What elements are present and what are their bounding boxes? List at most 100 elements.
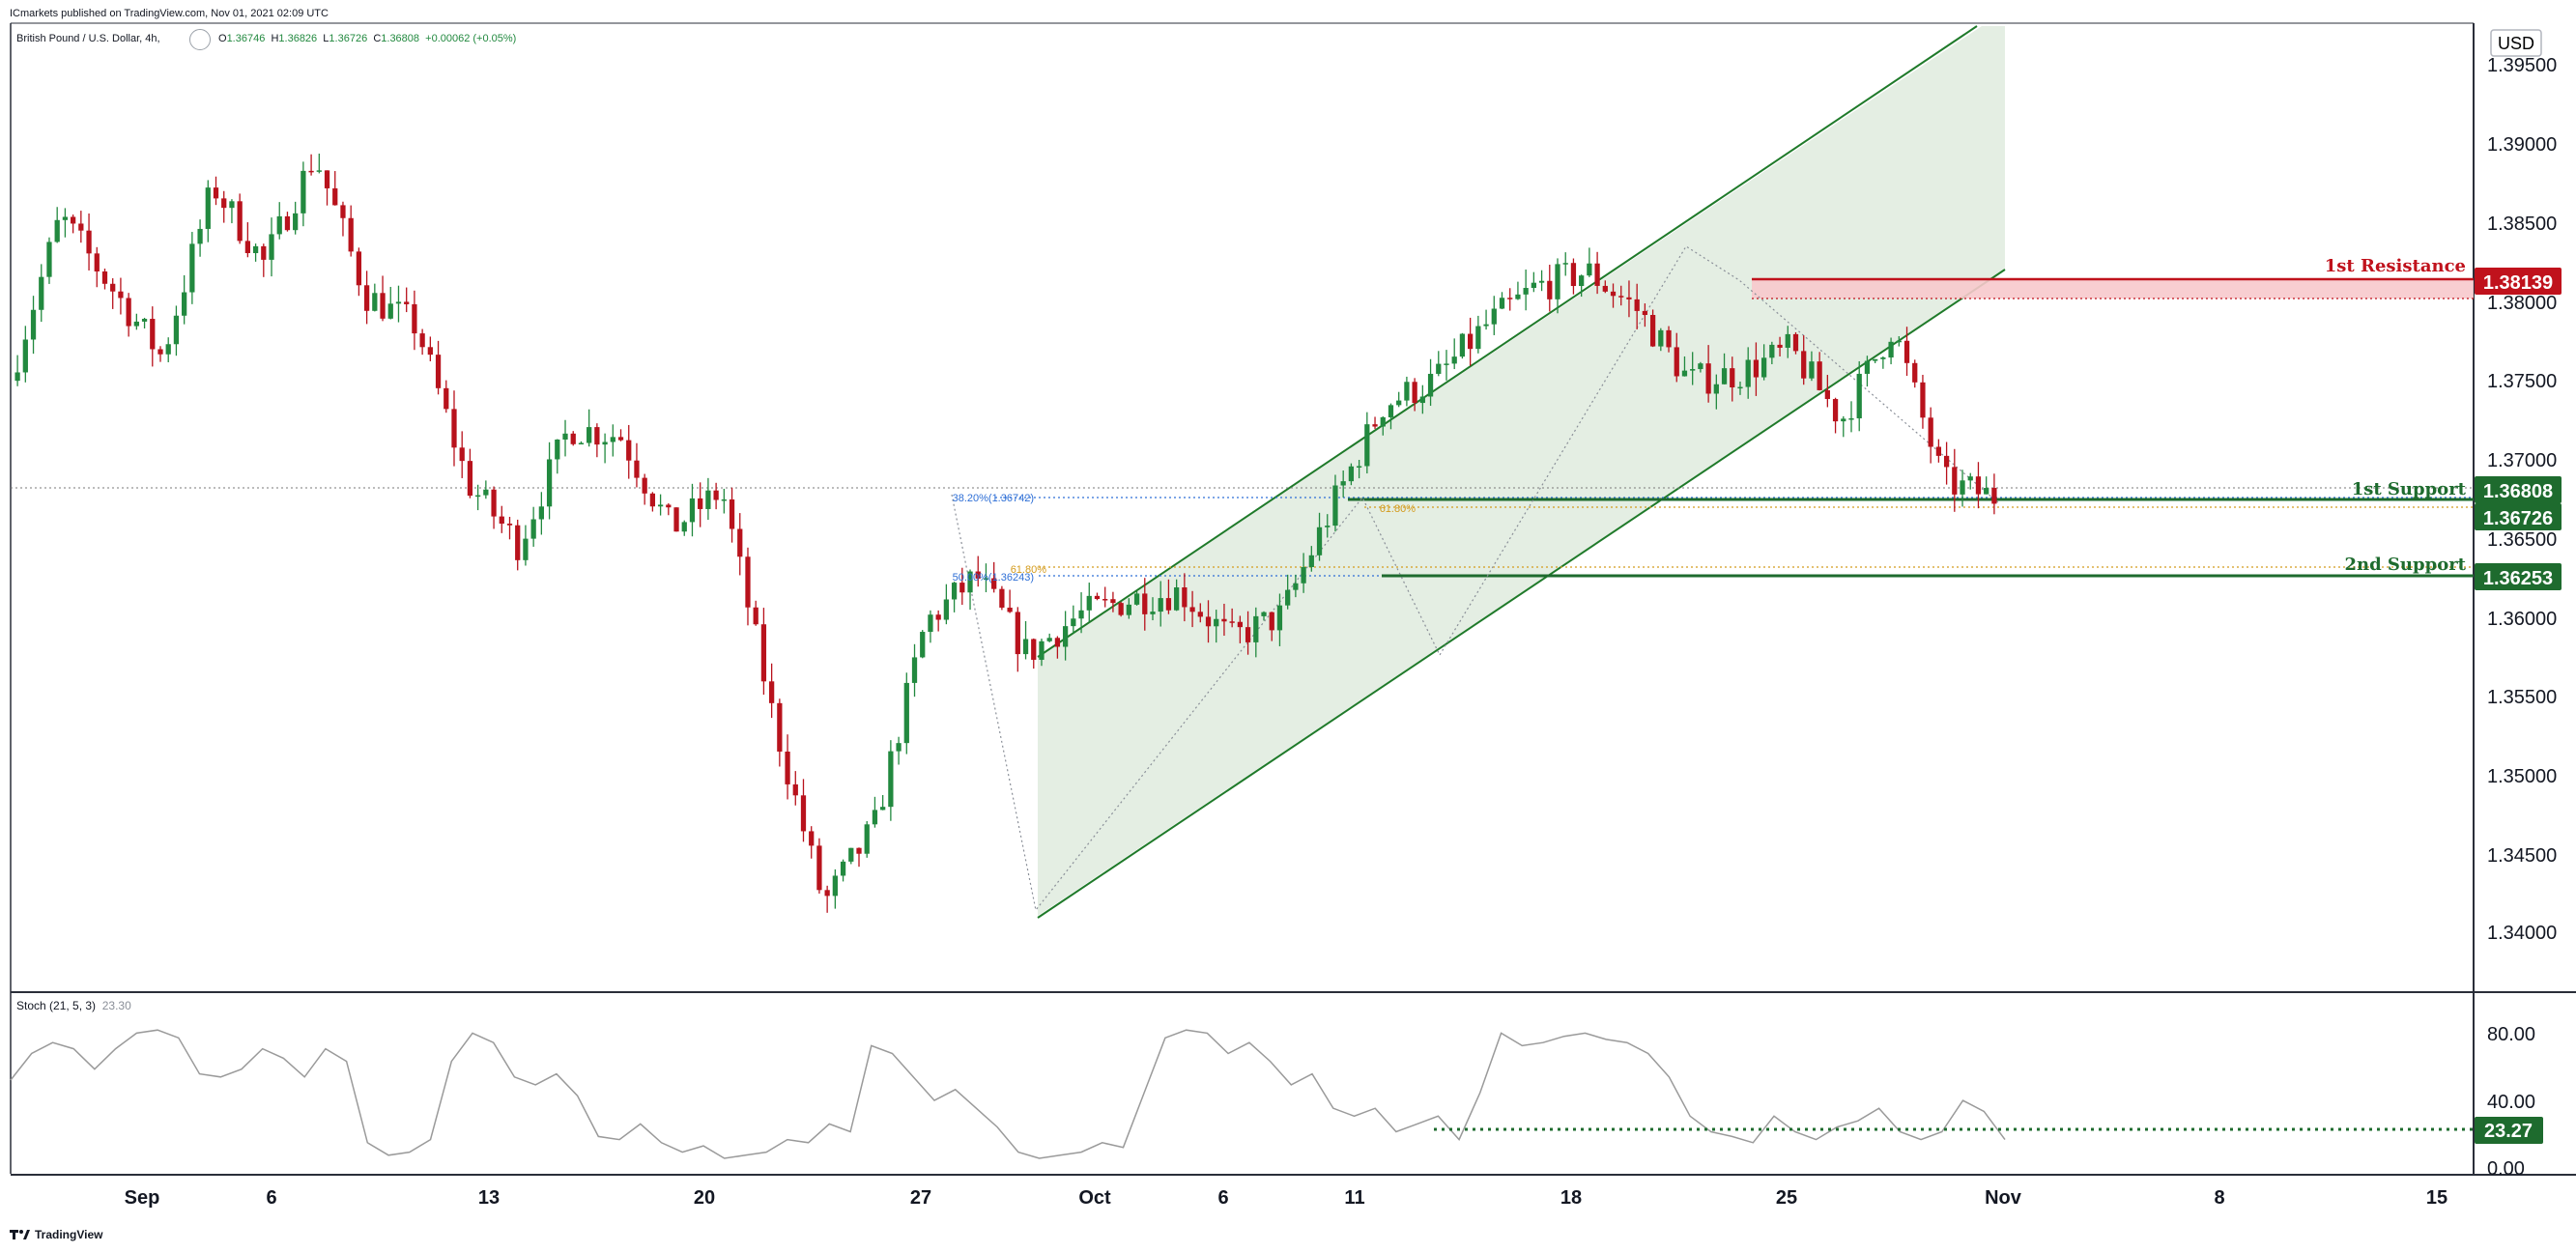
candle-body [1610, 291, 1617, 297]
candle-body [1626, 297, 1632, 299]
y-tick: 1.34000 [2487, 923, 2557, 944]
candle-body [1419, 396, 1425, 404]
symbol-info[interactable]: British Pound / U.S. Dollar, 4h, [16, 33, 160, 44]
time-axis-labels: Sep 6 13 20 27 Oct 6 11 18 25 Nov 8 15 [125, 1187, 2447, 1209]
candle-body [1507, 298, 1513, 299]
support-1-price: 1.36726 [2483, 508, 2553, 529]
candle-body [626, 440, 632, 461]
currency-box[interactable] [2490, 29, 2542, 57]
candle-body [1721, 368, 1728, 384]
candle-body [1984, 488, 1989, 495]
candle-body [1848, 418, 1854, 420]
candle-body [1856, 373, 1862, 419]
fib-500-label: 50.00%(1.36243) [953, 572, 1034, 584]
candle-body [1562, 263, 1568, 265]
candle-body [1777, 344, 1783, 348]
candle-body [1086, 595, 1092, 611]
x-tick: 8 [2214, 1187, 2224, 1209]
candle-body [276, 215, 282, 235]
candle-body [229, 201, 235, 209]
support-2-name: 2nd Support [2344, 555, 2466, 575]
candle-body [1253, 615, 1259, 642]
candle-body [308, 170, 314, 173]
candle-body [1380, 416, 1386, 427]
candle-body [1133, 593, 1140, 605]
candle-body [427, 347, 433, 356]
candle-body [1094, 595, 1101, 600]
resistance-1-name: 1st Resistance [2325, 256, 2466, 276]
candle-body [737, 528, 743, 557]
candle-body [1444, 363, 1449, 365]
candle-body [395, 301, 402, 304]
candle-body [1165, 598, 1172, 611]
candle-body [1555, 264, 1560, 299]
candle-body [1054, 638, 1061, 647]
candle-body [141, 319, 148, 322]
candle-body [459, 447, 465, 462]
y-tick: 1.37000 [2487, 450, 2557, 471]
candle-body [1602, 285, 1608, 292]
channel-upper-line[interactable] [1037, 25, 1978, 658]
candle-body [1841, 418, 1846, 422]
candle-body [1229, 621, 1235, 623]
stoch-tick-0: 0.00 [2487, 1158, 2525, 1180]
candle-body [205, 187, 211, 229]
candle-body [768, 681, 775, 703]
candle-body [1293, 583, 1299, 590]
candle-body [1261, 612, 1267, 616]
candle-body [150, 319, 156, 350]
low-value: 1.36726 [329, 33, 368, 44]
candle-body [1903, 340, 1910, 363]
x-tick: 25 [1776, 1187, 1797, 1209]
close-value: 1.36808 [381, 33, 420, 44]
candle-body [555, 439, 560, 460]
candle-body [1912, 362, 1918, 383]
candle-body [1666, 329, 1672, 348]
candle-body [1126, 604, 1131, 615]
x-tick: 20 [694, 1187, 715, 1209]
candle-body [1332, 485, 1338, 527]
candle-body [785, 751, 790, 784]
candle-body [165, 344, 171, 355]
candle-body [340, 205, 346, 218]
candle-body [1491, 308, 1497, 325]
candle-body [1960, 480, 1965, 495]
candle-body [94, 253, 100, 271]
candle-body [1880, 357, 1886, 359]
stoch-title[interactable]: Stoch (21, 5, 3) 23.30 [16, 999, 131, 1012]
tradingview-logo[interactable]: TradingView [10, 1228, 102, 1241]
candle-body [872, 810, 878, 825]
candle-body [348, 217, 354, 252]
candle-body [332, 187, 338, 206]
candle-body [301, 170, 306, 214]
candle-body [959, 583, 965, 593]
candle-body [745, 556, 751, 608]
stoch-label-value: 23.30 [101, 999, 131, 1012]
currency-label: USD [2498, 34, 2534, 53]
x-tick: 27 [910, 1187, 931, 1209]
candle-body [848, 847, 854, 862]
candle-body [935, 614, 941, 620]
candle-body [673, 507, 679, 532]
candle-body [1221, 618, 1227, 622]
stoch-value: 23.27 [2484, 1121, 2533, 1142]
candle-body [244, 241, 251, 254]
candle-body [1174, 587, 1180, 611]
candle-body [1046, 638, 1052, 641]
candle-body [1817, 361, 1822, 390]
x-tick: 6 [266, 1187, 276, 1209]
candle-body [681, 522, 687, 532]
candle-body [983, 578, 989, 581]
y-tick: 1.37500 [2487, 371, 2557, 392]
channel-lower-line[interactable] [1037, 269, 2006, 919]
candle-body [1928, 417, 1933, 447]
candle-body [506, 524, 513, 526]
fib-382-label: 38.20%(1.36742) [953, 493, 1034, 504]
candle-body [840, 861, 846, 876]
symbol-circle-icon[interactable] [189, 29, 211, 50]
candle-body [642, 477, 647, 494]
candle-body [562, 433, 568, 440]
tradingview-logo-icon [10, 1230, 30, 1239]
candle-body [387, 303, 393, 319]
